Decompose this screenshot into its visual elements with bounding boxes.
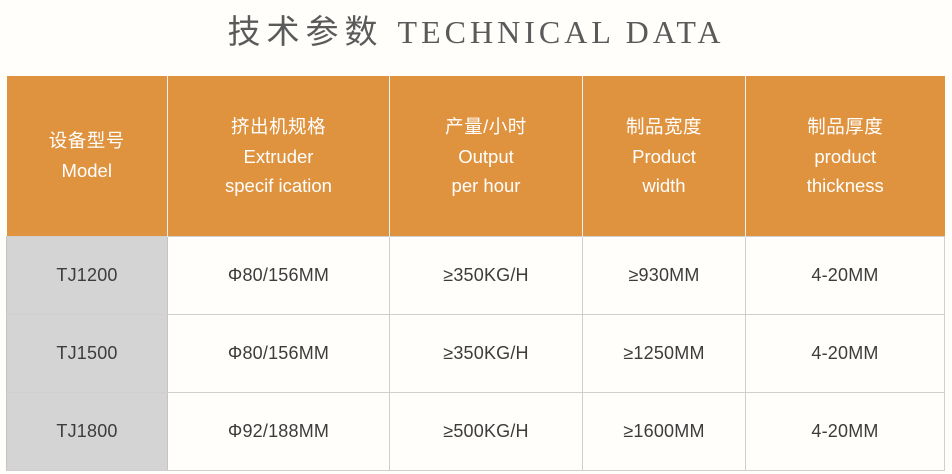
cell-extruder: Φ80/156MM xyxy=(167,313,390,393)
column-header-width-cn: 制品宽度 xyxy=(625,115,702,137)
column-header-output-cn: 产量/小时 xyxy=(445,115,527,137)
cell-model: TJ1200 xyxy=(6,235,168,315)
cell-model: TJ1800 xyxy=(6,391,168,471)
column-header-model-en1: Model xyxy=(61,160,112,182)
table-row: TJ1800 Φ92/188MM ≥500KG/H ≥1600MM 4-20MM xyxy=(6,391,945,471)
table-row: TJ1200 Φ80/156MM ≥350KG/H ≥930MM 4-20MM xyxy=(6,235,945,315)
column-header-thickness-en1: product xyxy=(814,145,877,167)
spec-table-container: 设备型号 Model 挤出机规格 Extruder specif ication… xyxy=(6,76,945,471)
table-header-row: 设备型号 Model 挤出机规格 Extruder specif ication… xyxy=(6,76,945,236)
column-header-thickness-en2: thickness xyxy=(806,174,884,196)
column-header-product-width: 制品宽度 Product width xyxy=(582,76,746,236)
cell-extruder: Φ80/156MM xyxy=(167,235,390,315)
page-title-english: TECHNICAL DATA xyxy=(397,14,725,50)
column-header-extruder-en1: Extruder xyxy=(243,145,314,167)
column-header-width-en1: Product xyxy=(632,145,696,167)
cell-thickness: 4-20MM xyxy=(745,235,945,315)
cell-output: ≥350KG/H xyxy=(389,235,583,315)
cell-thickness: 4-20MM xyxy=(745,391,945,471)
column-header-model-cn: 设备型号 xyxy=(48,130,125,152)
column-header-product-thickness: 制品厚度 product thickness xyxy=(745,76,945,236)
column-header-extruder-en2: specif ication xyxy=(225,174,332,196)
column-header-thickness-cn: 制品厚度 xyxy=(807,115,884,137)
page-title: 技术参数 TECHNICAL DATA xyxy=(0,8,952,57)
cell-model: TJ1500 xyxy=(6,313,168,393)
column-header-width-en2: width xyxy=(642,174,686,196)
cell-extruder: Φ92/188MM xyxy=(167,391,390,471)
cell-width: ≥930MM xyxy=(582,235,746,315)
column-header-output-per-hour: 产量/小时 Output per hour xyxy=(389,76,583,236)
column-header-extruder-specification: 挤出机规格 Extruder specif ication xyxy=(167,76,390,236)
cell-width: ≥1600MM xyxy=(582,391,746,471)
cell-output: ≥500KG/H xyxy=(389,391,583,471)
column-header-output-en1: Output xyxy=(458,145,514,167)
column-header-extruder-cn: 挤出机规格 xyxy=(230,115,326,137)
column-header-model: 设备型号 Model xyxy=(6,76,168,236)
table-header: 设备型号 Model 挤出机规格 Extruder specif ication… xyxy=(6,76,945,236)
page-title-chinese: 技术参数 xyxy=(227,15,384,51)
technical-data-table: 设备型号 Model 挤出机规格 Extruder specif ication… xyxy=(6,76,945,471)
table-body: TJ1200 Φ80/156MM ≥350KG/H ≥930MM 4-20MM … xyxy=(6,235,945,471)
cell-width: ≥1250MM xyxy=(582,313,746,393)
cell-thickness: 4-20MM xyxy=(745,313,945,393)
cell-output: ≥350KG/H xyxy=(389,313,583,393)
table-row: TJ1500 Φ80/156MM ≥350KG/H ≥1250MM 4-20MM xyxy=(6,313,945,393)
column-header-output-en2: per hour xyxy=(451,174,521,196)
